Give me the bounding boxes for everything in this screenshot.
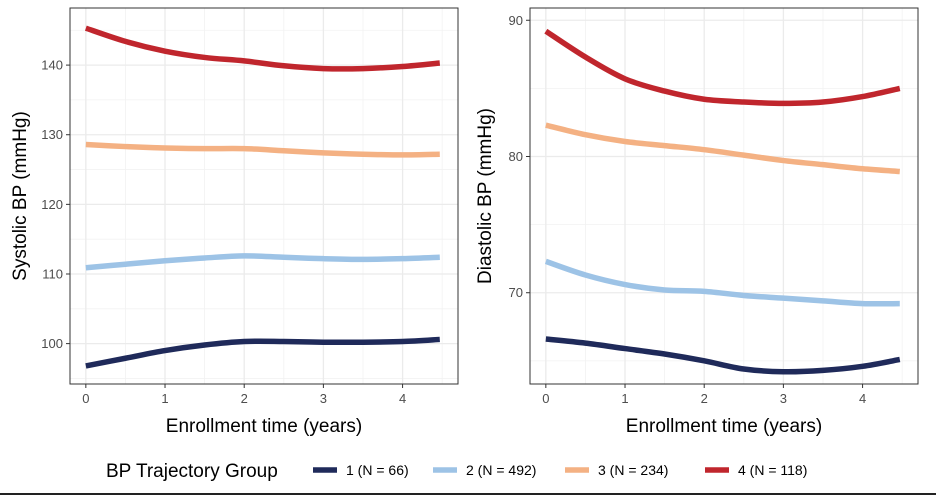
series-line-1 xyxy=(545,336,901,375)
systolic-panel: 0 1 2 3 4 100 110 120 130 140 Enrollment time (yea… xyxy=(10,7,459,437)
x-tick-label: 0 xyxy=(82,391,89,406)
y-tick-label: 100 xyxy=(41,336,63,351)
y-tick-label: 90 xyxy=(509,13,523,28)
y-tick-label: 130 xyxy=(41,127,63,142)
x-tick-label: 1 xyxy=(161,391,168,406)
x-tick-label: 2 xyxy=(241,391,248,406)
y-axis-title: Systolic BP (mmHg) xyxy=(10,111,31,281)
y-tick-label: 80 xyxy=(509,149,523,164)
diastolic-panel: 0 1 2 3 4 70 80 90 Enrollment time (years) Diasto… xyxy=(475,7,919,437)
series-line-4 xyxy=(84,25,441,72)
x-tick-label: 0 xyxy=(542,391,549,406)
series-line-3 xyxy=(85,141,440,158)
plot-background xyxy=(70,8,458,384)
x-axis-title: Enrollment time (years) xyxy=(166,416,362,437)
y-tick-label: 120 xyxy=(41,197,63,212)
y-axis-title: Diastolic BP (mmHg) xyxy=(475,108,496,284)
plot-border xyxy=(69,7,459,385)
series-line-2 xyxy=(85,253,440,271)
series-line-4 xyxy=(544,28,901,107)
x-tick-label: 3 xyxy=(780,391,787,406)
y-tick-label: 140 xyxy=(41,58,63,73)
x-axis-title: Enrollment time (years) xyxy=(626,416,822,437)
legend-title: BP Trajectory Group xyxy=(106,461,278,482)
series-line-3 xyxy=(545,122,900,175)
legend-entry-label: 2 (N = 492) xyxy=(466,462,536,478)
legend-entry-label: 4 (N = 118) xyxy=(738,462,807,478)
plot-border xyxy=(529,7,919,385)
x-tick-label: 4 xyxy=(859,391,866,406)
bottom-rule xyxy=(0,493,936,495)
y-tick-label: 110 xyxy=(42,266,63,281)
series-line-2 xyxy=(544,258,900,307)
legend-entry-label: 3 (N = 234) xyxy=(598,462,668,478)
x-tick-label: 1 xyxy=(621,391,628,406)
x-tick-label: 2 xyxy=(701,391,708,406)
legend-entry-label: 1 (N = 66) xyxy=(346,462,409,478)
plot-background xyxy=(530,8,918,384)
series-line-1 xyxy=(85,336,440,369)
x-tick-label: 4 xyxy=(399,391,406,406)
x-tick-label: 3 xyxy=(320,391,327,406)
legend: BP Trajectory Group 1 (N = 66) 2 (N = 492)… xyxy=(106,461,807,482)
y-tick-label: 70 xyxy=(509,285,523,300)
